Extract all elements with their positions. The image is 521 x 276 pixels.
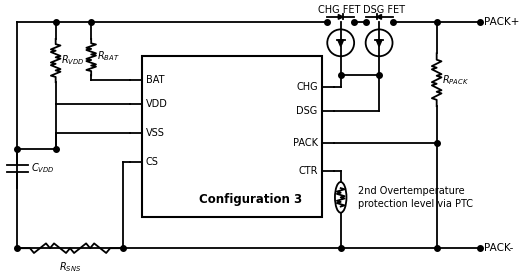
- Text: BAT: BAT: [146, 75, 165, 85]
- Text: DSG: DSG: [296, 106, 318, 116]
- Text: $R_{VDD}$: $R_{VDD}$: [61, 53, 85, 67]
- Polygon shape: [338, 15, 343, 19]
- Polygon shape: [377, 15, 381, 19]
- Polygon shape: [338, 40, 343, 47]
- Text: CS: CS: [146, 157, 159, 167]
- Polygon shape: [376, 40, 382, 47]
- Text: VDD: VDD: [146, 99, 168, 109]
- Text: PACK+: PACK+: [483, 17, 519, 27]
- Text: Configuration 3: Configuration 3: [200, 193, 303, 206]
- Text: 2nd Overtemperature
protection level via PTC: 2nd Overtemperature protection level via…: [358, 186, 473, 209]
- Text: DSG FET: DSG FET: [363, 5, 405, 15]
- Text: PACK-: PACK-: [483, 243, 513, 253]
- Text: CHG: CHG: [296, 82, 318, 92]
- Text: CTR: CTR: [298, 166, 318, 176]
- Text: PACK: PACK: [293, 138, 318, 148]
- Bar: [142, 56, 321, 216]
- Text: $R_{SNS}$: $R_{SNS}$: [59, 261, 81, 274]
- Text: $R_{PACK}$: $R_{PACK}$: [442, 73, 469, 87]
- Text: $C_{VDD}$: $C_{VDD}$: [31, 162, 54, 176]
- Text: VSS: VSS: [146, 128, 165, 138]
- Text: $R_{BAT}$: $R_{BAT}$: [97, 49, 120, 63]
- Text: CHG FET: CHG FET: [318, 5, 360, 15]
